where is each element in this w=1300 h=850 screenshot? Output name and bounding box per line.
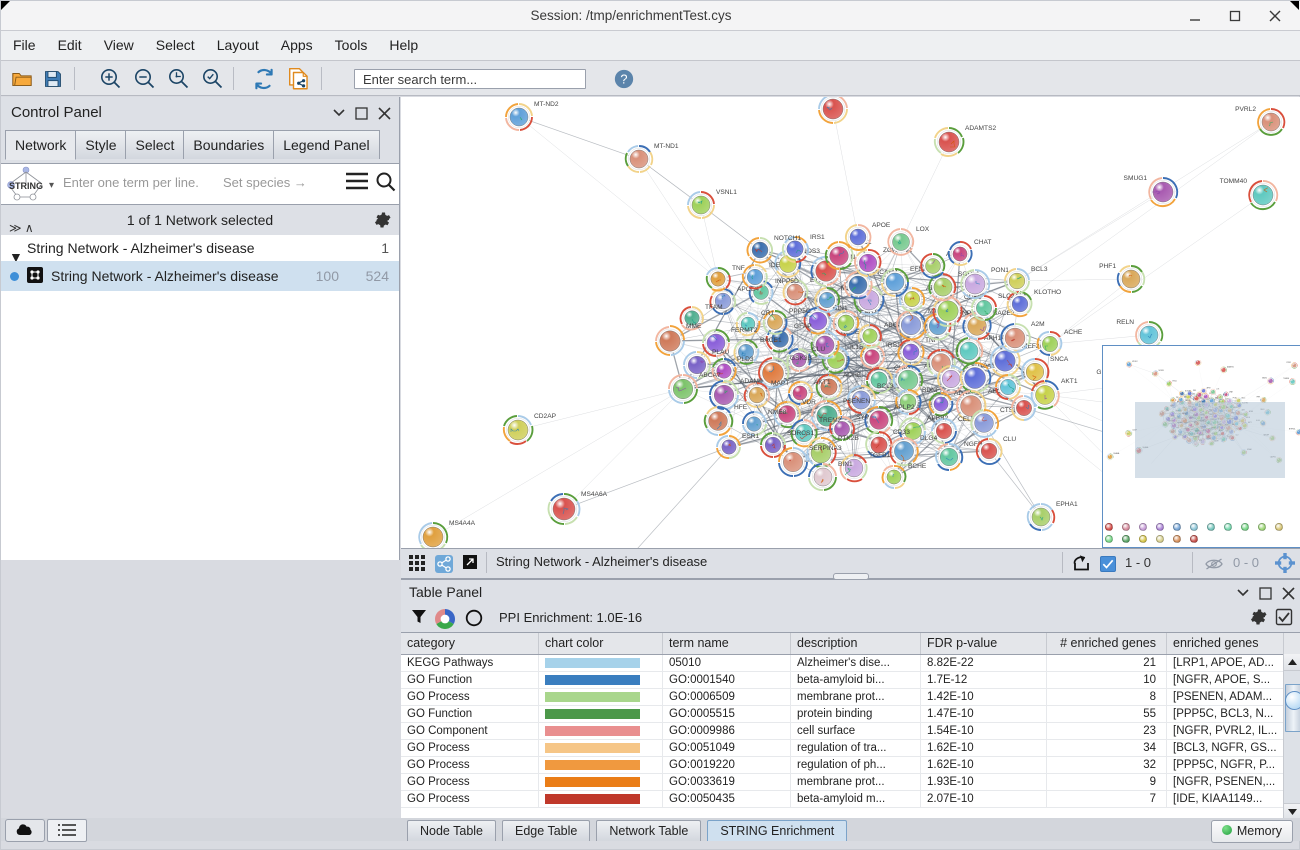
svg-text:BCL3: BCL3 — [877, 383, 894, 390]
svg-text:MME: MME — [686, 323, 702, 330]
svg-text:PON1: PON1 — [991, 267, 1009, 274]
svg-text:CLU: CLU — [1003, 436, 1016, 443]
svg-text:CLU: CLU — [812, 346, 825, 353]
svg-text:PLD3: PLD3 — [737, 356, 754, 363]
svg-text:CHAT: CHAT — [974, 239, 991, 246]
svg-text:CD2AP: CD2AP — [534, 413, 557, 420]
svg-text:SORCS1: SORCS1 — [787, 430, 814, 437]
svg-text:ABCA7: ABCA7 — [699, 372, 721, 379]
svg-text:CD33: CD33 — [893, 429, 910, 436]
svg-text:TOMM40: TOMM40 — [1220, 178, 1248, 185]
svg-text:EPHA1: EPHA1 — [1056, 501, 1078, 508]
svg-text:TFAM: TFAM — [705, 304, 723, 311]
svg-text:KLOTHO: KLOTHO — [1034, 289, 1061, 296]
svg-text:NOTCH1: NOTCH1 — [774, 235, 801, 242]
svg-text:BCHE: BCHE — [908, 463, 927, 470]
svg-text:BACE1: BACE1 — [760, 337, 782, 344]
svg-text:GFAP: GFAP — [794, 323, 812, 330]
svg-text:?: ? — [620, 72, 627, 87]
svg-text:PLAU: PLAU — [712, 349, 729, 356]
svg-text:IRS1: IRS1 — [810, 234, 825, 241]
svg-text:MTHFD1L: MTHFD1L — [1289, 429, 1296, 431]
svg-text:TOMM40: TOMM40 — [1283, 378, 1289, 380]
svg-text:HFE: HFE — [734, 404, 748, 411]
svg-text:GAB2: GAB2 — [1202, 360, 1206, 361]
svg-text:GAB2: GAB2 — [849, 97, 867, 99]
svg-text:PHF1: PHF1 — [1099, 263, 1116, 270]
svg-text:SYP: SYP — [856, 414, 870, 421]
svg-text:ADAMTS2: ADAMTS2 — [965, 125, 996, 132]
svg-text:PVRL2: PVRL2 — [1287, 362, 1292, 364]
svg-text:TNF: TNF — [732, 265, 745, 272]
svg-text:SNCA: SNCA — [1050, 356, 1069, 363]
svg-text:IRS1: IRS1 — [1193, 390, 1196, 392]
svg-text:PHF1: PHF1 — [1257, 397, 1261, 399]
svg-text:IDE: IDE — [1184, 396, 1186, 398]
svg-text:ACHE: ACHE — [1064, 329, 1083, 336]
svg-text:VDR: VDR — [802, 399, 816, 406]
svg-text:SMUG1: SMUG1 — [1124, 175, 1148, 182]
svg-text:MT-ND1: MT-ND1 — [654, 143, 679, 150]
svg-text:MT-ND2: MT-ND2 — [534, 101, 559, 108]
svg-text:DLG4: DLG4 — [920, 435, 938, 442]
svg-text:TGFB1: TGFB1 — [869, 452, 891, 459]
svg-text:CR1: CR1 — [761, 310, 775, 317]
svg-text:BCL3: BCL3 — [1242, 397, 1246, 399]
svg-text:NME8: NME8 — [768, 409, 787, 416]
svg-text:ESR1: ESR1 — [742, 433, 760, 440]
svg-text:VSNL1: VSNL1 — [716, 189, 737, 196]
svg-text:BCL3: BCL3 — [1031, 266, 1048, 273]
svg-text:TNF: TNF — [1176, 397, 1179, 399]
svg-text:SMUG1: SMUG1 — [1262, 377, 1267, 379]
svg-text:AKT1: AKT1 — [1061, 378, 1078, 385]
svg-text:MAPT: MAPT — [771, 380, 789, 387]
svg-text:MT-ND1: MT-ND1 — [1159, 370, 1165, 372]
svg-text:PVRL2: PVRL2 — [1235, 106, 1256, 113]
svg-text:AKT1: AKT1 — [814, 379, 831, 386]
svg-text:ACHE: ACHE — [843, 372, 862, 379]
svg-text:ADAMTS2: ADAMTS2 — [1227, 365, 1234, 368]
svg-text:STRING: STRING — [9, 181, 43, 191]
svg-text:VSNL1: VSNL1 — [1172, 380, 1177, 382]
svg-text:RELN: RELN — [1116, 319, 1134, 326]
svg-text:IDE: IDE — [769, 262, 781, 269]
svg-text:APLP2: APLP2 — [894, 404, 915, 411]
svg-text:CHAT: CHAT — [1229, 390, 1233, 393]
svg-text:APOE: APOE — [1207, 387, 1211, 390]
svg-text:MS4A6A: MS4A6A — [581, 491, 608, 498]
svg-text:MS4A4A: MS4A4A — [1114, 452, 1120, 455]
svg-text:APOE: APOE — [872, 222, 891, 229]
svg-text:ADAM9: ADAM9 — [740, 378, 763, 385]
svg-text:A2M: A2M — [1031, 321, 1045, 328]
svg-text:PSENEN: PSENEN — [843, 398, 870, 405]
svg-text:PTK2B: PTK2B — [838, 435, 859, 442]
svg-text:TREM2: TREM2 — [819, 417, 842, 424]
svg-text:NOTCH1: NOTCH1 — [1185, 390, 1191, 392]
svg-text:SERPINA3: SERPINA3 — [809, 445, 842, 452]
svg-text:INPP5D: INPP5D — [775, 278, 799, 285]
svg-text:MS4A4A: MS4A4A — [449, 520, 476, 527]
svg-text:BIN1: BIN1 — [838, 461, 853, 468]
svg-text:PPP5C: PPP5C — [789, 308, 811, 315]
svg-text:LOX: LOX — [1216, 388, 1219, 390]
svg-text:GSK3B: GSK3B — [790, 355, 813, 362]
svg-text:MT-ND2: MT-ND2 — [1132, 361, 1138, 363]
svg-text:LOX: LOX — [916, 226, 930, 233]
svg-text:FERMT2: FERMT2 — [731, 327, 758, 334]
